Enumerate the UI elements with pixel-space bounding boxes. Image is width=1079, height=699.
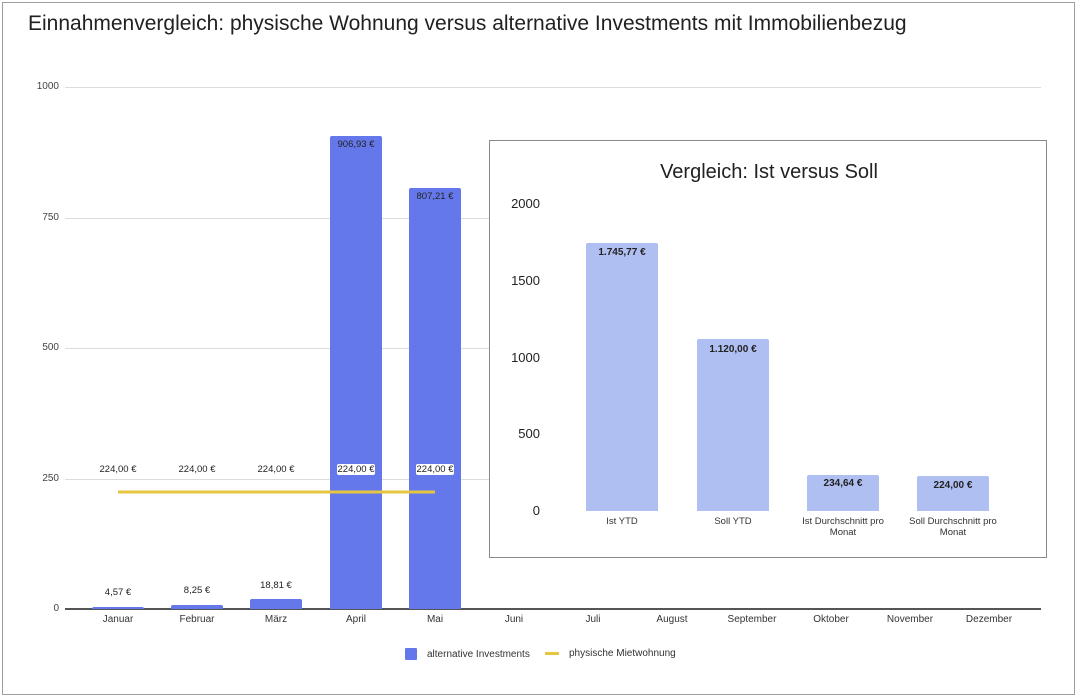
- inset-x-tick-ist-ytd: Ist YTD: [606, 516, 638, 527]
- x-tick-juli: Juli: [585, 614, 601, 625]
- legend-item-physische-mietwohnung[interactable]: physische Mietwohnung: [545, 648, 676, 659]
- line-label-februar: 224,00 €: [178, 464, 216, 475]
- x-axis-baseline: [65, 608, 1041, 610]
- line-label-april: 224,00 €: [336, 464, 376, 475]
- x-tick-april: April: [345, 614, 366, 625]
- x-tick-juni: Juni: [504, 614, 524, 625]
- bar-mai[interactable]: [409, 188, 461, 609]
- inset-bar-label-soll-ytd: 1.120,00 €: [709, 344, 757, 355]
- x-tick-september: September: [727, 614, 777, 625]
- inset-bar-ist-ytd[interactable]: [586, 243, 658, 511]
- line-label-januar: 224,00 €: [99, 464, 137, 475]
- x-tick-oktober: Oktober: [813, 614, 849, 625]
- y-tick-1000: 1000: [36, 81, 59, 92]
- x-tick-januar: Januar: [102, 614, 134, 625]
- legend: alternative Investments physische Mietwo…: [0, 648, 1079, 662]
- inset-chart-ist-soll[interactable]: Vergleich: Ist versus Soll 2000 1500 100…: [489, 140, 1047, 558]
- inset-bar-soll-durchschnitt[interactable]: [917, 476, 989, 511]
- bar-label-mai: 807,21 €: [416, 191, 454, 202]
- x-tick-november: November: [886, 614, 934, 625]
- chart-title: Einnahmenvergleich: physische Wohnung ve…: [28, 12, 907, 35]
- legend-item-alternative-investments[interactable]: alternative Investments: [405, 648, 530, 660]
- inset-y-tick-2000: 2000: [511, 196, 540, 211]
- legend-swatch-bar-icon: [405, 648, 417, 660]
- inset-y-tick-0: 0: [532, 503, 540, 518]
- y-tick-0: 0: [53, 603, 59, 614]
- inset-bar-label-soll-durchschnitt: 224,00 €: [933, 480, 973, 491]
- inset-x-tick-ist-durchschnitt: Ist Durchschnitt pro Monat: [802, 516, 884, 538]
- line-label-maerz: 224,00 €: [257, 464, 295, 475]
- gridline-1000: [65, 87, 1041, 88]
- inset-y-tick-1000: 1000: [511, 350, 540, 365]
- bar-februar[interactable]: [171, 605, 223, 609]
- inset-bar-label-ist-ytd: 1.745,77 €: [598, 247, 646, 258]
- inset-x-tick-soll-durchschnitt: Soll Durchschnitt pro Monat: [909, 516, 997, 538]
- inset-y-tick-1500: 1500: [511, 273, 540, 288]
- x-tick-februar: Februar: [179, 614, 215, 625]
- bar-label-maerz: 18,81 €: [260, 580, 292, 591]
- bar-label-april: 906,93 €: [337, 139, 375, 150]
- x-tick-august: August: [656, 614, 688, 625]
- inset-bar-label-ist-durchschnitt: 234,64 €: [823, 478, 863, 489]
- line-label-mai: 224,00 €: [415, 464, 455, 475]
- x-tick-maerz: März: [264, 614, 288, 625]
- y-tick-250: 250: [42, 473, 59, 484]
- inset-chart-title: Vergleich: Ist versus Soll: [660, 161, 878, 183]
- y-tick-750: 750: [42, 212, 59, 223]
- bar-label-januar: 4,57 €: [104, 587, 132, 598]
- bar-april[interactable]: [330, 136, 382, 609]
- x-tick-mai: Mai: [426, 614, 444, 625]
- bar-maerz[interactable]: [250, 599, 302, 609]
- inset-x-tick-soll-ytd: Soll YTD: [714, 516, 752, 527]
- bar-januar[interactable]: [92, 607, 144, 609]
- y-tick-500: 500: [42, 342, 59, 353]
- legend-swatch-line-icon: [545, 652, 559, 655]
- inset-y-tick-500: 500: [518, 426, 540, 441]
- inset-bar-soll-ytd[interactable]: [697, 339, 769, 511]
- x-tick-dezember: Dezember: [965, 614, 1013, 625]
- bar-label-februar: 8,25 €: [183, 585, 211, 596]
- inset-bar-ist-durchschnitt[interactable]: [807, 475, 879, 511]
